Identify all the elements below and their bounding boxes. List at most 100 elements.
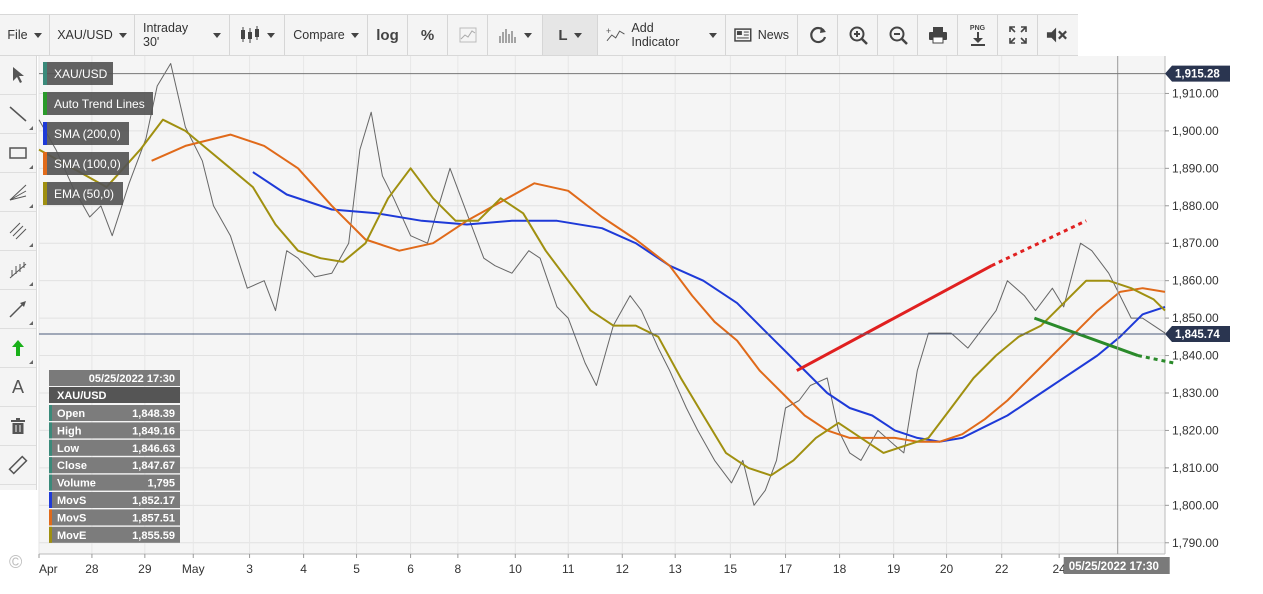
price-chart[interactable]: Apr 28 29 May 3 4 5 6 8 10 11 12 13 15 17 18 19 20 22 24 1,…: [0, 56, 1263, 594]
y-tick-label: 1,790.00: [1172, 536, 1219, 550]
y-tick-label: 1,810.00: [1172, 461, 1219, 475]
series-layer: [38, 63, 1166, 506]
indicator-icon: +: [606, 26, 625, 42]
info-row-label: Open: [57, 408, 85, 420]
percent-button[interactable]: %: [408, 15, 448, 55]
x-tick-label: 6: [407, 562, 414, 576]
top-price-label: 1,915.28: [1175, 69, 1220, 81]
y-axis: 1,910.00 1,900.00 1,890.00 1,880.00 1,870.00…: [1164, 56, 1219, 554]
delete-tool[interactable]: [0, 407, 36, 446]
info-row: [49, 439, 180, 456]
arrow-line-tool[interactable]: [0, 290, 36, 329]
current-price-label: 1,845.74: [1175, 329, 1220, 341]
zoom-in-button[interactable]: [838, 15, 878, 55]
text-tool[interactable]: A: [0, 368, 36, 407]
mini-chart-icon: [459, 27, 476, 43]
export-png-button[interactable]: PNG: [958, 15, 998, 55]
more-corner-icon: [29, 321, 33, 325]
x-tick-label: 19: [887, 562, 901, 576]
log-button[interactable]: log: [368, 15, 408, 55]
x-tick-label: 4: [300, 562, 307, 576]
drawing-tools-sidebar: A: [0, 56, 37, 490]
arrow-marker-tool[interactable]: [0, 329, 36, 368]
x-tick-label: Apr: [39, 562, 58, 576]
chevron-down-icon: [118, 32, 127, 38]
legend-label: SMA (200,0): [54, 127, 121, 141]
print-button[interactable]: [918, 15, 958, 55]
chevron-down-icon: [213, 32, 221, 38]
legend-color-swatch: [43, 62, 47, 85]
more-corner-icon: [29, 165, 33, 169]
y-tick-label: 1,870.00: [1172, 236, 1219, 250]
legend-item: [43, 122, 129, 145]
y-tick-label: 1,890.00: [1172, 161, 1219, 175]
legend-color-swatch: [43, 182, 47, 205]
compare-menu[interactable]: Compare: [285, 15, 368, 55]
chart-type-menu[interactable]: [230, 15, 285, 55]
refresh-button[interactable]: [798, 15, 838, 55]
more-corner-icon: [29, 243, 33, 247]
pointer-tool[interactable]: [0, 56, 36, 95]
file-menu[interactable]: File: [0, 15, 50, 55]
interval-menu[interactable]: Intraday 30': [135, 15, 230, 55]
x-tick-label: May: [182, 562, 205, 576]
mute-icon: [1046, 27, 1067, 43]
info-row-value: 1,847.67: [132, 460, 175, 472]
x-tick-label: 11: [562, 562, 575, 576]
x-axis: Apr 28 29 May 3 4 5 6 8 10 11 12 13 15 17 18 19 20 22 24: [38, 553, 1165, 576]
info-row-swatch: [49, 492, 52, 508]
x-tick-label: 13: [669, 562, 683, 576]
fullscreen-button[interactable]: [998, 15, 1038, 55]
line-tool-menu[interactable]: L: [543, 15, 598, 55]
rectangle-tool[interactable]: [0, 134, 36, 173]
info-row: [49, 492, 180, 508]
x-tick-label: 24: [1052, 562, 1066, 576]
x-tick-label: 18: [833, 562, 847, 576]
x-tick-label: 28: [85, 562, 99, 576]
x-tick-label: 29: [138, 562, 152, 576]
symbol-menu[interactable]: XAU/USD: [50, 15, 135, 55]
y-tick-label: 1,850.00: [1172, 311, 1219, 325]
add-indicator-label: Add Indicator: [631, 21, 680, 49]
chart-style-button[interactable]: [448, 15, 488, 55]
y-tick-label: 1,860.00: [1172, 274, 1219, 288]
volume-menu[interactable]: [488, 15, 543, 55]
info-symbol-bg: [49, 387, 180, 403]
x-tick-label: 8: [455, 562, 462, 576]
channel-tool[interactable]: [0, 212, 36, 251]
info-row-value: 1,857.51: [132, 512, 175, 524]
x-tick-label: 12: [616, 562, 630, 576]
y-tick-label: 1,900.00: [1172, 124, 1219, 138]
info-symbol: XAU/USD: [57, 390, 107, 402]
mute-button[interactable]: [1038, 15, 1076, 55]
pattern-tool[interactable]: [0, 251, 36, 290]
plot-area[interactable]: [39, 56, 1165, 554]
symbol-label: XAU/USD: [57, 28, 113, 42]
line-tool[interactable]: [0, 95, 36, 134]
fan-tool[interactable]: [0, 173, 36, 212]
y-tick-label: 1,830.00: [1172, 386, 1219, 400]
x-tick-label: 17: [779, 562, 793, 576]
x-tick-label: 3: [246, 562, 253, 576]
chevron-down-icon: [709, 32, 717, 38]
news-button[interactable]: News: [726, 15, 798, 55]
y-tick-label: 1,820.00: [1172, 423, 1219, 437]
info-row: [49, 526, 180, 543]
legend-label: Auto Trend Lines: [54, 97, 145, 111]
fan-icon: [9, 184, 27, 201]
ruler-tool[interactable]: [0, 446, 36, 485]
toolbar: File XAU/USD Intraday 30' Compare log % …: [0, 14, 1078, 56]
diagonal-arrow-icon: [9, 301, 26, 318]
crosshair-date-label: 05/25/2022 17:30: [1069, 561, 1159, 573]
legend-label: EMA (50,0): [54, 187, 114, 201]
add-indicator-menu[interactable]: + Add Indicator: [598, 15, 726, 55]
text-icon: A: [11, 376, 24, 397]
x-tick-label: 15: [724, 562, 738, 576]
info-row-value: 1,849.16: [132, 425, 175, 437]
zoom-out-button[interactable]: [878, 15, 918, 55]
legend-label: SMA (100,0): [54, 157, 121, 171]
png-label: PNG: [969, 24, 986, 32]
bars-pattern-icon: [9, 262, 27, 279]
info-row-value: 1,846.63: [132, 443, 175, 455]
info-row: [49, 457, 180, 474]
